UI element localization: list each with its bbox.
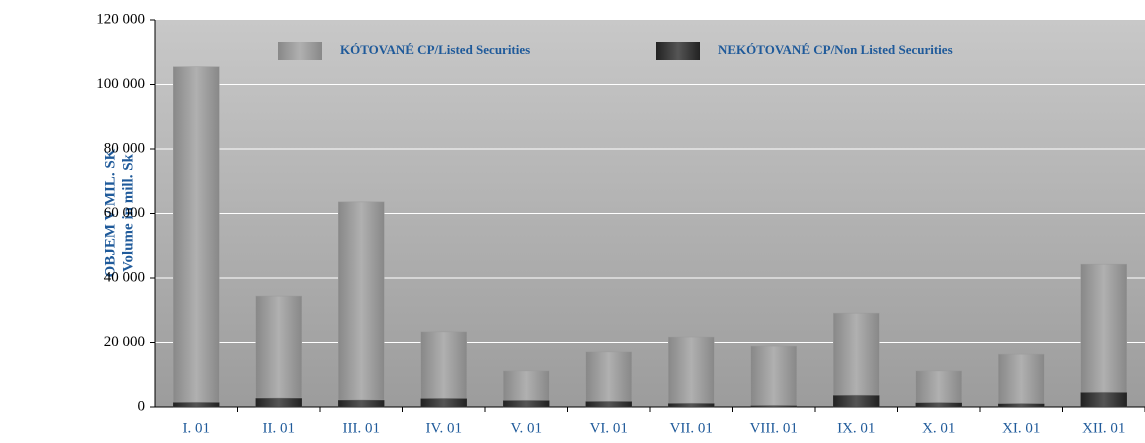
- legend-label: KÓTOVANÉ CP/Listed Securities: [340, 42, 530, 57]
- legend-label: NEKÓTOVANÉ CP/Non Listed Securities: [718, 42, 953, 57]
- bar-segment: [503, 370, 550, 401]
- x-tick-label: V. 01: [511, 420, 542, 436]
- y-tick-label: 40 000: [104, 269, 145, 285]
- y-axis-title: OBJEM V MIL. SK: [102, 148, 118, 277]
- y-tick-label: 80 000: [104, 140, 145, 156]
- bar-segment: [1080, 263, 1127, 393]
- x-tick-label: XII. 01: [1082, 420, 1125, 436]
- bar-segment: [998, 353, 1045, 404]
- bar-segment: [915, 402, 962, 408]
- bar-segment: [750, 345, 797, 406]
- x-tick-label: VIII. 01: [750, 420, 798, 436]
- bar-segment: [833, 312, 880, 396]
- bar-segment: [338, 201, 385, 401]
- bar-segment: [255, 295, 302, 399]
- x-tick-label: IX. 01: [837, 420, 875, 436]
- bar-segment: [998, 403, 1045, 408]
- y-tick-label: 100 000: [96, 76, 145, 92]
- y-tick-label: 20 000: [104, 334, 145, 350]
- x-tick-label: IV. 01: [426, 420, 462, 436]
- bar-segment: [668, 402, 715, 408]
- bar-segment: [585, 400, 632, 408]
- x-tick-label: III. 01: [343, 420, 381, 436]
- x-tick-label: VII. 01: [670, 420, 713, 436]
- legend-swatch: [278, 42, 322, 60]
- x-tick-label: VI. 01: [590, 420, 628, 436]
- x-tick-label: X. 01: [922, 420, 955, 436]
- bar-segment: [503, 399, 550, 408]
- bar-segment: [420, 398, 467, 408]
- bar-segment: [255, 397, 302, 408]
- legend-swatch: [656, 42, 700, 60]
- bar-segment: [173, 66, 220, 403]
- y-tick-label: 60 000: [104, 205, 145, 221]
- y-tick-label: 0: [138, 398, 146, 414]
- bar-segment: [1080, 391, 1127, 408]
- y-axis-title: Volume in mill. Sk: [120, 153, 136, 271]
- bar-segment: [668, 336, 715, 404]
- x-tick-label: II. 01: [263, 420, 296, 436]
- x-tick-label: XI. 01: [1002, 420, 1040, 436]
- bar-segment: [585, 351, 632, 402]
- bar-segment: [420, 331, 467, 399]
- x-tick-label: I. 01: [183, 420, 211, 436]
- bar-segment: [173, 401, 220, 408]
- bar-segment: [338, 399, 385, 408]
- bar-segment: [833, 394, 880, 408]
- y-tick-label: 120 000: [96, 11, 145, 27]
- bar-segment: [915, 370, 962, 403]
